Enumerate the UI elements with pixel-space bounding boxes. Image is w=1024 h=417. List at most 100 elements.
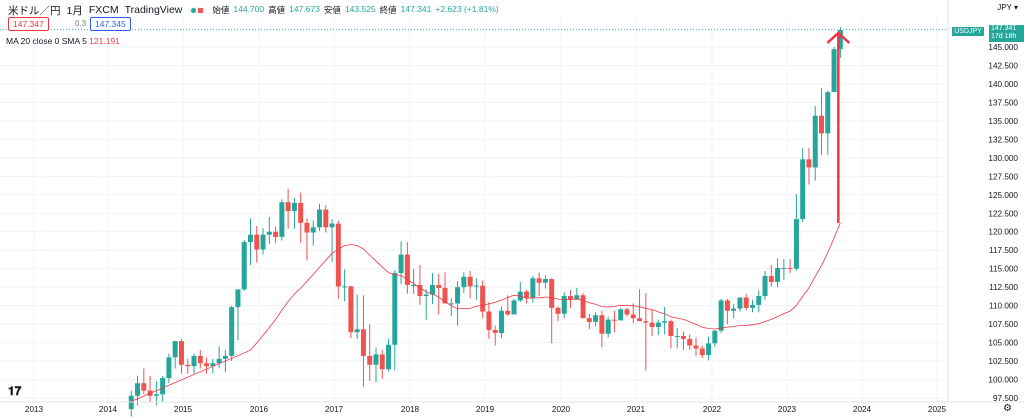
time-axis: 2013 2014 2015 2016 2017 2018 2019 2020 2021 2022… [0,401,1024,414]
candle-body [668,321,674,336]
candle-body [712,330,718,344]
candle-body [166,357,172,379]
price-tick-label: 122.500 [988,209,1018,218]
sell-button[interactable]: 147.347 [8,17,49,31]
interval-label[interactable]: 1月 [66,4,83,17]
candle-body [568,296,574,300]
candle-body [812,115,818,168]
rise-arrow [826,31,851,223]
symbol-label[interactable]: 米ドル／円 [8,4,61,17]
candle-body [611,319,617,321]
candle-body [404,254,410,285]
time-tick-label: 2019 [476,405,495,414]
currency-selector[interactable]: JPY ▾ [997,3,1018,12]
candle-body [781,267,787,269]
candle-body [806,159,812,168]
candle-body [354,329,360,333]
candle-body [379,354,385,370]
last-price-tag: 147.341 17d 18h [989,25,1024,42]
candle-body [191,355,197,367]
time-tick-label: 2018 [401,405,420,414]
candle-body [417,284,423,297]
candle-body [605,319,611,334]
candle-body [260,234,266,250]
candle-body [373,354,379,365]
price-tick-label: 137.500 [988,98,1018,107]
candle-body [360,329,366,356]
price-tick-label: 120.000 [988,228,1018,237]
candle-body [561,296,567,314]
candle-body [756,296,762,305]
price-tick-label: 107.500 [988,320,1018,329]
candle-body [706,343,712,356]
candle-body [492,330,498,333]
candle-body [511,300,517,315]
candle-body [724,300,730,311]
candle-body [505,310,511,315]
open-label: 始値 [212,5,230,15]
candle-body [323,209,329,228]
candle-body [135,383,141,396]
candle-body [185,364,191,367]
candle-body [298,202,304,223]
candle-body [662,321,668,323]
time-tick-label: 2025 [928,405,947,414]
close-value: 147.341 [400,4,432,14]
candle-body [787,267,793,269]
candle-body [172,341,178,358]
candle-body [524,291,530,298]
price-tick-label: 142.500 [988,61,1018,70]
candle-body [731,308,737,311]
candle-body [580,295,586,319]
candle-body [649,322,655,328]
ma-legend[interactable]: MA 20 close 0 SMA 5 121.191 [6,36,120,46]
candle-body [455,287,461,304]
candle-body [593,315,599,322]
candle-body [178,341,184,365]
time-tick-label: 2023 [778,405,797,414]
candle-body [153,394,159,396]
candle-body [216,358,222,364]
candle-body [762,276,768,297]
candle-body [819,115,825,134]
candle-body [599,315,605,334]
low-label: 安値 [323,5,341,15]
tradingview-logo[interactable]: 𝟏𝟕 [8,384,22,398]
price-tick-label: 112.500 [989,283,1018,292]
time-tick-label: 2014 [99,405,118,414]
candle-body [398,254,404,274]
candle-body [241,242,247,290]
price-tick-label: 127.500 [988,172,1018,181]
buy-button[interactable]: 147.345 [90,17,131,31]
candle-body [542,279,548,283]
platform-label: TradingView [124,4,183,16]
candle-body [498,310,504,333]
candle-body [831,49,837,93]
chart-header: 米ドル／円 1月 FXCM TradingView 始値 144.700 高値 14… [8,3,499,17]
market-status-icon[interactable] [188,6,207,14]
price-tick-label: 140.000 [988,80,1018,89]
candle-body [429,284,435,295]
candle-body [222,355,228,359]
candle-body [141,383,147,391]
gear-icon[interactable]: ⚙ [1003,403,1012,414]
candle-body [749,304,755,308]
candle-body [279,202,285,237]
ohlc-values: 始値 144.700 高値 147.673 安値 143.525 終値 147.341 … [212,4,498,16]
candle-body [643,321,649,323]
candle-body [718,300,724,331]
candle-body [197,355,203,364]
candle-body [342,286,348,288]
last-price: 147.341 [991,25,1017,32]
candle-body [448,303,454,305]
candle-body [655,322,661,328]
candle-body [743,297,749,308]
candle-body [335,223,341,287]
candle-body [304,222,310,233]
symbol-price-tag: USDJPY [952,27,984,36]
spread-value: 0.3 [75,19,87,28]
candle-body [411,284,417,286]
price-axis: 97.500 100.000 102.500 105.000 107.500 110.00… [947,0,1018,403]
